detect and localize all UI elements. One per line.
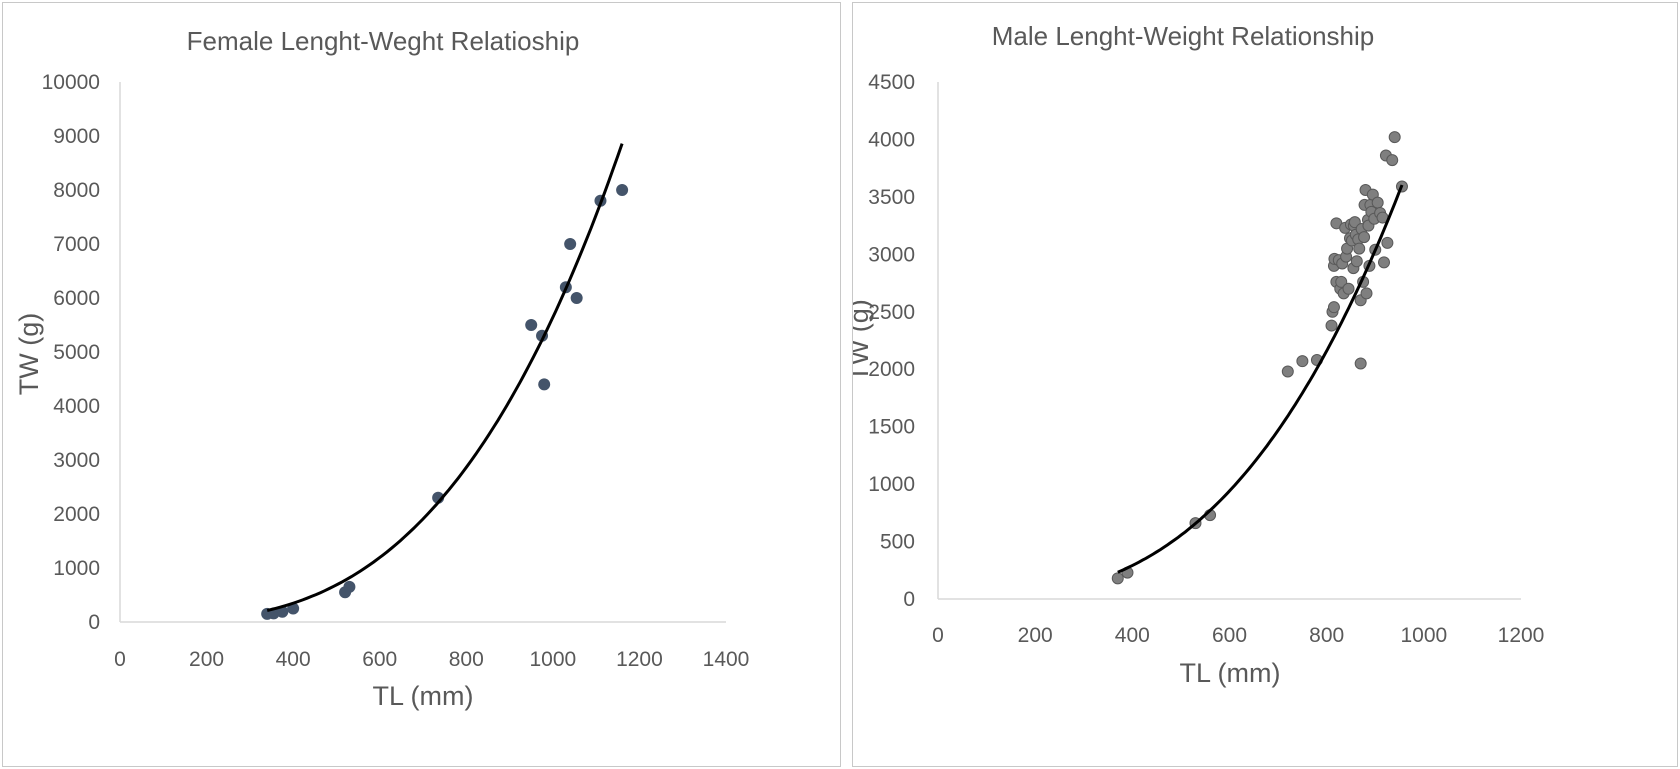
data-point [1388,131,1401,144]
x-tick-label: 600 [362,648,397,671]
y-axis-title: TW (g) [14,313,44,395]
y-tick-label: 4000 [868,128,915,151]
y-axis-title: TW (g) [853,299,874,381]
power-trendline [266,143,624,612]
y-tick-label: 500 [880,531,915,554]
data-point [1360,287,1373,300]
chart-title: Female Lenght-Weght Relatioship [187,26,580,56]
y-tick-label: 9000 [53,125,100,148]
x-tick-label: 400 [1115,624,1150,647]
x-tick-label: 1000 [529,648,576,671]
chart-title: Male Lenght-Weight Relationship [992,21,1375,51]
data-point [1335,275,1348,288]
data-point [525,319,538,331]
y-tick-label: 3000 [868,243,915,266]
x-tick-label: 1400 [703,648,750,671]
y-tick-label: 4000 [53,395,100,418]
y-tick-label: 8000 [53,179,100,202]
y-tick-label: 0 [88,611,100,634]
y-tick-label: 1000 [868,473,915,496]
data-point [1350,255,1363,268]
y-tick-label: 2500 [868,301,915,324]
y-tick-label: 1000 [53,557,100,580]
y-tick-label: 2000 [53,503,100,526]
x-tick-label: 0 [114,648,126,671]
x-tick-label: 200 [189,648,224,671]
data-point [1325,319,1338,332]
y-tick-label: 10000 [42,71,100,94]
data-point [1296,355,1309,368]
data-point [1354,357,1367,370]
x-tick-label: 1200 [1498,624,1545,647]
x-tick-label: 600 [1212,624,1247,647]
male-chart: Male Lenght-Weight Relationship TL (mm) … [853,21,1545,688]
data-point [538,378,551,391]
y-tick-label: 3000 [53,449,100,472]
data-point [1353,242,1366,255]
y-tick-label: 4500 [868,71,915,94]
x-tick-label: 0 [932,624,944,647]
y-tick-label: 3500 [868,186,915,209]
data-point [343,580,356,593]
data-point [1342,282,1355,295]
x-tick-label: 1000 [1400,624,1447,647]
x-tick-label: 400 [276,648,311,671]
x-axis-title: TL (mm) [1180,658,1281,688]
x-axis-title: TL (mm) [373,681,474,711]
male-chart-panel: Male Lenght-Weight Relationship TL (mm) … [852,2,1678,767]
data-point [1281,365,1294,378]
female-chart: Female Lenght-Weght Relatioship TL (mm) … [14,26,750,711]
y-tick-label: 0 [903,588,915,611]
x-tick-label: 200 [1018,624,1053,647]
y-tick-label: 1500 [868,416,915,439]
data-point [570,292,583,304]
female-chart-panel: Female Lenght-Weght Relatioship TL (mm) … [2,2,841,767]
data-point [1381,236,1394,249]
data-point [616,184,629,196]
data-point [1371,196,1384,209]
y-tick-label: 6000 [53,287,100,310]
x-tick-label: 1200 [616,648,663,671]
data-point [1111,572,1124,585]
data-point [1386,154,1399,167]
data-point [1377,256,1390,269]
y-tick-label: 5000 [53,341,100,364]
x-tick-label: 800 [449,648,484,671]
data-point [1327,301,1340,314]
power-trendline [1117,184,1404,574]
data-point [1358,231,1371,244]
data-point [564,238,577,250]
y-tick-label: 2000 [868,358,915,381]
y-tick-label: 7000 [53,233,100,256]
x-tick-label: 800 [1309,624,1344,647]
